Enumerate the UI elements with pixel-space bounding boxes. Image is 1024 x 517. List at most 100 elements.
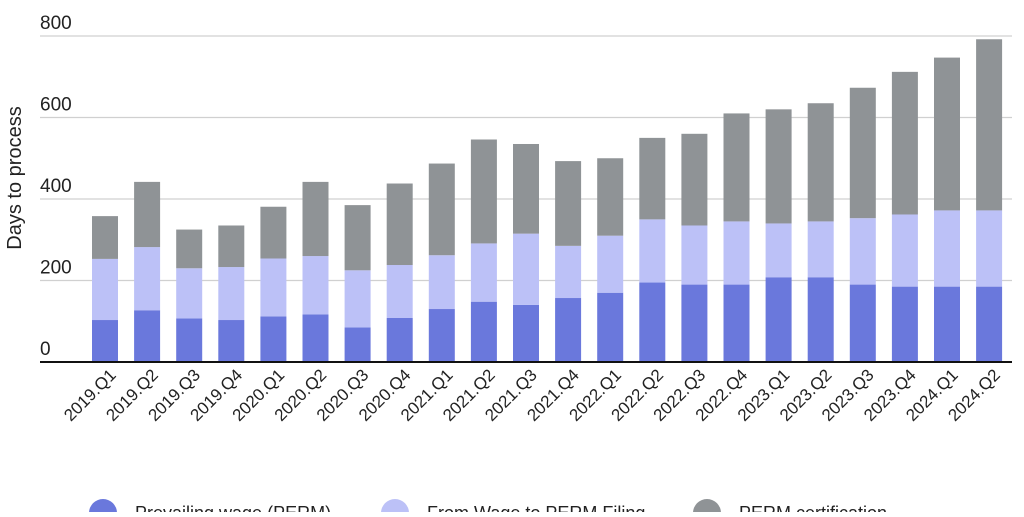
bar-segment: [302, 314, 329, 362]
bar-segment: [891, 214, 918, 287]
bar-segment: [513, 233, 539, 305]
bar-segment: [176, 318, 203, 362]
bar-segment: [597, 292, 624, 362]
legend-item: PERM certification: [693, 499, 887, 517]
bar-segment: [807, 221, 834, 278]
bar-segment: [934, 286, 960, 362]
bar-segment: [976, 286, 1003, 362]
bar-segment: [428, 163, 455, 256]
bar-stack: [428, 163, 455, 362]
bar-segment: [176, 268, 203, 319]
bar-segment: [218, 320, 245, 362]
bar-segment: [765, 223, 792, 278]
bar-stack: [681, 133, 708, 362]
bar-segment: [344, 327, 371, 362]
bar-segment: [92, 216, 118, 259]
bar-segment: [891, 286, 918, 362]
bar-stack: [176, 229, 203, 362]
bar-segment: [218, 225, 245, 268]
bar-segment: [723, 221, 750, 285]
bar-stack: [344, 205, 371, 362]
bar-segment: [976, 210, 1003, 287]
bar-stack: [386, 183, 413, 362]
bar-segment: [386, 265, 413, 318]
legend: Prevailing wage (PERM) From Wage to PERM …: [89, 499, 887, 517]
bar-segment: [597, 158, 624, 236]
bar-segment: [92, 320, 118, 362]
bar-segment: [681, 284, 708, 362]
bar-segment: [260, 206, 287, 259]
bar-segment: [218, 267, 245, 321]
bar-segment: [765, 277, 792, 362]
y-axis-label: Days to process: [4, 106, 26, 249]
bar-segment: [344, 270, 371, 328]
y-tick-label: 400: [40, 176, 72, 197]
bar-stack: [639, 137, 666, 362]
bar-segment: [639, 137, 666, 220]
legend-swatch: [693, 499, 721, 517]
bar-segment: [723, 284, 750, 362]
bar-segment: [260, 258, 287, 317]
bar-stack: [849, 87, 876, 362]
x-axis-ticks: 2019.Q12019.Q22019.Q32019.Q42020.Q12020.…: [60, 365, 1004, 425]
bar-segment: [386, 183, 413, 266]
bar-segment: [807, 103, 834, 222]
bar-segment: [555, 298, 582, 362]
bar-segment: [513, 143, 539, 234]
bar-stack: [765, 109, 792, 362]
legend-swatch: [89, 499, 117, 517]
bar-stack: [92, 216, 118, 362]
bar-stack: [723, 113, 750, 362]
legend-label: Prevailing wage (PERM): [135, 503, 331, 512]
bar-segment: [428, 255, 455, 310]
bar-segment: [470, 139, 497, 244]
bar-segment: [302, 256, 329, 315]
bar-series: [92, 39, 1003, 362]
bar-segment: [176, 229, 203, 269]
bar-segment: [765, 109, 792, 224]
legend-item: Prevailing wage (PERM): [89, 499, 331, 517]
bar-segment: [344, 205, 371, 271]
bar-segment: [92, 258, 118, 321]
bar-stack: [260, 206, 287, 362]
legend-label: From Wage to PERM Filing: [427, 503, 645, 512]
bar-segment: [849, 284, 876, 362]
bar-segment: [302, 181, 329, 257]
bar-stack: [597, 158, 624, 362]
bar-stack: [513, 143, 539, 362]
y-tick-label: 600: [40, 95, 72, 116]
bar-segment: [891, 71, 918, 215]
bar-stack: [302, 181, 329, 362]
bar-segment: [681, 133, 708, 226]
bar-segment: [134, 247, 161, 311]
y-tick-label: 200: [40, 258, 72, 279]
bar-segment: [386, 317, 413, 362]
bar-segment: [555, 245, 582, 299]
bar-segment: [134, 181, 161, 248]
legend-swatch: [381, 499, 409, 517]
bar-stack: [891, 71, 918, 362]
bar-segment: [134, 310, 161, 362]
bar-stack: [807, 103, 834, 362]
bar-stack: [134, 181, 161, 362]
bar-segment: [849, 218, 876, 285]
legend-item: From Wage to PERM Filing: [381, 499, 645, 517]
bar-segment: [934, 57, 960, 211]
bar-segment: [555, 161, 582, 246]
bar-stack: [976, 39, 1003, 362]
y-tick-label: 0: [40, 339, 51, 360]
bar-segment: [470, 243, 497, 302]
bar-stack: [934, 57, 960, 362]
bar-segment: [934, 210, 960, 287]
y-axis-ticks: 0 200 400 600 800: [40, 13, 72, 360]
bar-segment: [260, 316, 287, 362]
legend-label: PERM certification: [739, 503, 887, 512]
bar-stack: [218, 225, 245, 362]
bar-stack: [470, 139, 497, 362]
bar-segment: [681, 225, 708, 285]
bar-segment: [976, 39, 1003, 211]
bar-segment: [849, 87, 876, 219]
bar-segment: [428, 309, 455, 362]
